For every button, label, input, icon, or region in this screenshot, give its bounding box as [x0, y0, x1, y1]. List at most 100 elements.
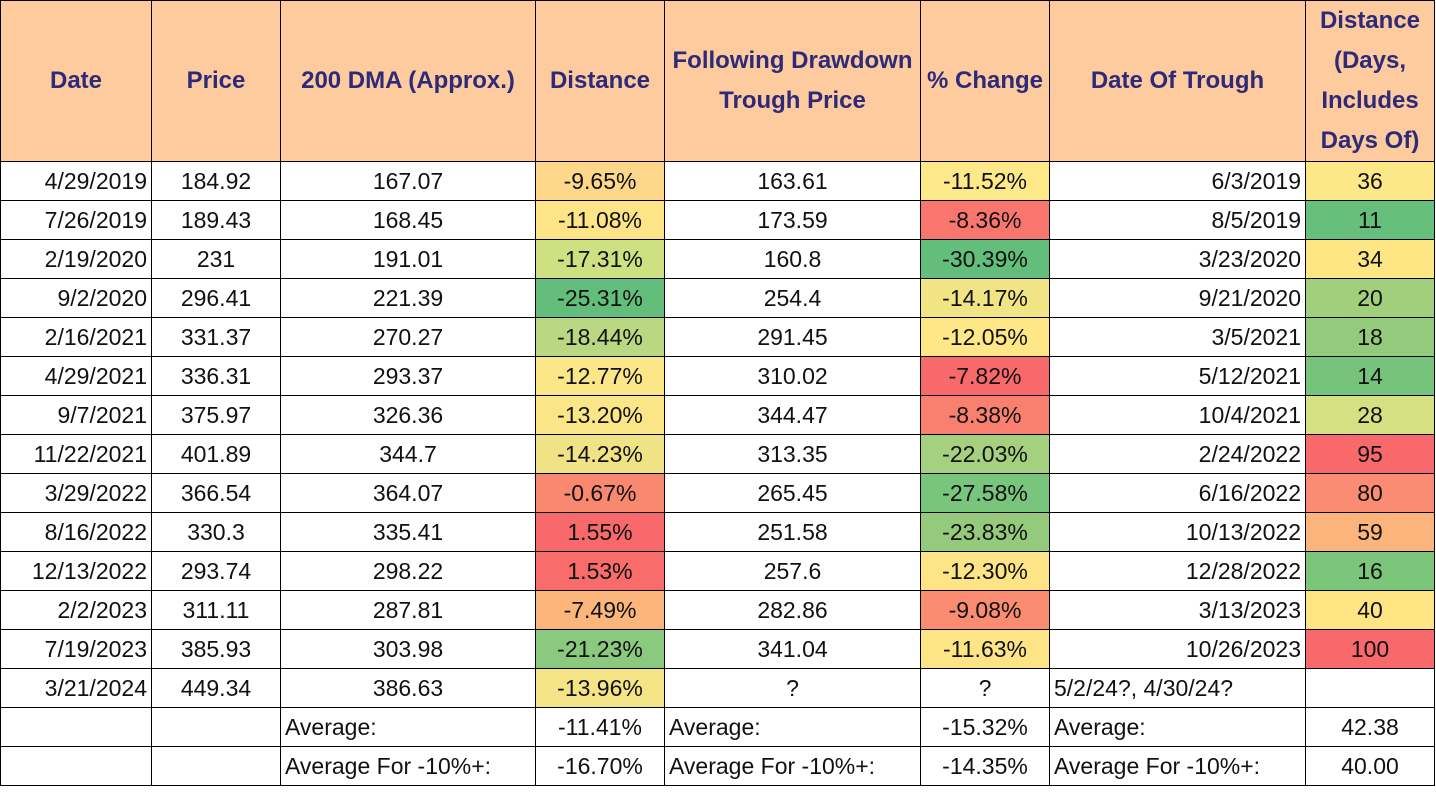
cell-date[interactable]: 2/19/2020: [0, 239, 152, 279]
cell-trough-date[interactable]: 10/13/2022: [1049, 512, 1306, 552]
cell-pct-change[interactable]: -9.08%: [920, 590, 1050, 630]
cell-date[interactable]: 8/16/2022: [0, 512, 152, 552]
cell-trough-date[interactable]: 2/24/2022: [1049, 434, 1306, 474]
cell-days[interactable]: 14: [1305, 356, 1435, 396]
cell-trough-price[interactable]: 257.6: [664, 551, 921, 591]
cell-trough-price[interactable]: 265.45: [664, 473, 921, 513]
cell-distance[interactable]: -14.23%: [535, 434, 665, 474]
cell-price[interactable]: 375.97: [151, 395, 281, 435]
cell-pct-change[interactable]: -12.30%: [920, 551, 1050, 591]
cell-dma[interactable]: 191.01: [280, 239, 536, 279]
cell-distance[interactable]: -18.44%: [535, 317, 665, 357]
cell-price[interactable]: 293.74: [151, 551, 281, 591]
summary-label[interactable]: Average:: [664, 707, 921, 747]
header-trough-price[interactable]: Following Drawdown Trough Price: [664, 0, 921, 162]
cell-price[interactable]: 330.3: [151, 512, 281, 552]
cell-dma[interactable]: 298.22: [280, 551, 536, 591]
cell-days[interactable]: 40: [1305, 590, 1435, 630]
cell-trough-price[interactable]: 254.4: [664, 278, 921, 318]
header-dma[interactable]: 200 DMA (Approx.): [280, 0, 536, 162]
cell-dma[interactable]: 293.37: [280, 356, 536, 396]
cell-trough-date[interactable]: 5/2/24?, 4/30/24?: [1049, 668, 1306, 708]
cell-dma[interactable]: 270.27: [280, 317, 536, 357]
cell-distance[interactable]: -17.31%: [535, 239, 665, 279]
cell-distance[interactable]: -7.49%: [535, 590, 665, 630]
header-pct-change[interactable]: % Change: [920, 0, 1050, 162]
cell-dma[interactable]: 364.07: [280, 473, 536, 513]
cell-price[interactable]: 184.92: [151, 161, 281, 201]
cell-pct-change[interactable]: -30.39%: [920, 239, 1050, 279]
cell-pct-change[interactable]: -8.36%: [920, 200, 1050, 240]
cell-price[interactable]: 401.89: [151, 434, 281, 474]
header-date[interactable]: Date: [0, 0, 152, 162]
cell-trough-price[interactable]: 160.8: [664, 239, 921, 279]
cell-trough-price[interactable]: 173.59: [664, 200, 921, 240]
cell-days[interactable]: [1305, 668, 1435, 708]
cell-trough-date[interactable]: 8/5/2019: [1049, 200, 1306, 240]
cell-date[interactable]: 3/21/2024: [0, 668, 152, 708]
cell-distance[interactable]: -13.20%: [535, 395, 665, 435]
empty-cell[interactable]: [151, 707, 281, 747]
cell-price[interactable]: 385.93: [151, 629, 281, 669]
cell-date[interactable]: 4/29/2019: [0, 161, 152, 201]
cell-trough-price[interactable]: 313.35: [664, 434, 921, 474]
summary-label[interactable]: Average:: [280, 707, 536, 747]
cell-distance[interactable]: -9.65%: [535, 161, 665, 201]
summary-distance[interactable]: -16.70%: [535, 746, 665, 786]
header-price[interactable]: Price: [151, 0, 281, 162]
cell-dma[interactable]: 303.98: [280, 629, 536, 669]
summary-label[interactable]: Average:: [1049, 707, 1306, 747]
cell-trough-price[interactable]: 163.61: [664, 161, 921, 201]
cell-days[interactable]: 95: [1305, 434, 1435, 474]
cell-trough-price[interactable]: 251.58: [664, 512, 921, 552]
cell-trough-date[interactable]: 6/16/2022: [1049, 473, 1306, 513]
cell-price[interactable]: 189.43: [151, 200, 281, 240]
header-trough-date[interactable]: Date Of Trough: [1049, 0, 1306, 162]
summary-label[interactable]: Average For -10%+:: [664, 746, 921, 786]
cell-days[interactable]: 59: [1305, 512, 1435, 552]
cell-pct-change[interactable]: -7.82%: [920, 356, 1050, 396]
header-distance[interactable]: Distance: [535, 0, 665, 162]
cell-price[interactable]: 296.41: [151, 278, 281, 318]
cell-days[interactable]: 28: [1305, 395, 1435, 435]
cell-days[interactable]: 16: [1305, 551, 1435, 591]
summary-label[interactable]: Average For -10%+:: [1049, 746, 1306, 786]
cell-trough-date[interactable]: 10/4/2021: [1049, 395, 1306, 435]
cell-date[interactable]: 11/22/2021: [0, 434, 152, 474]
cell-trough-date[interactable]: 12/28/2022: [1049, 551, 1306, 591]
cell-trough-date[interactable]: 9/21/2020: [1049, 278, 1306, 318]
cell-days[interactable]: 34: [1305, 239, 1435, 279]
cell-trough-date[interactable]: 5/12/2021: [1049, 356, 1306, 396]
cell-distance[interactable]: -25.31%: [535, 278, 665, 318]
summary-days[interactable]: 42.38: [1305, 707, 1435, 747]
cell-pct-change[interactable]: ?: [920, 668, 1050, 708]
cell-date[interactable]: 9/2/2020: [0, 278, 152, 318]
cell-distance[interactable]: -21.23%: [535, 629, 665, 669]
cell-dma[interactable]: 287.81: [280, 590, 536, 630]
cell-trough-price[interactable]: 310.02: [664, 356, 921, 396]
cell-date[interactable]: 2/16/2021: [0, 317, 152, 357]
cell-trough-date[interactable]: 3/23/2020: [1049, 239, 1306, 279]
empty-cell[interactable]: [0, 707, 152, 747]
cell-date[interactable]: 4/29/2021: [0, 356, 152, 396]
cell-date[interactable]: 9/7/2021: [0, 395, 152, 435]
cell-pct-change[interactable]: -23.83%: [920, 512, 1050, 552]
cell-date[interactable]: 7/26/2019: [0, 200, 152, 240]
cell-pct-change[interactable]: -12.05%: [920, 317, 1050, 357]
cell-date[interactable]: 2/2/2023: [0, 590, 152, 630]
empty-cell[interactable]: [0, 746, 152, 786]
cell-trough-price[interactable]: 291.45: [664, 317, 921, 357]
summary-distance[interactable]: -11.41%: [535, 707, 665, 747]
cell-days[interactable]: 36: [1305, 161, 1435, 201]
cell-price[interactable]: 366.54: [151, 473, 281, 513]
cell-price[interactable]: 449.34: [151, 668, 281, 708]
cell-dma[interactable]: 344.7: [280, 434, 536, 474]
cell-distance[interactable]: 1.55%: [535, 512, 665, 552]
cell-trough-price[interactable]: 282.86: [664, 590, 921, 630]
cell-distance[interactable]: -12.77%: [535, 356, 665, 396]
cell-dma[interactable]: 167.07: [280, 161, 536, 201]
summary-pct-change[interactable]: -14.35%: [920, 746, 1050, 786]
cell-distance[interactable]: -13.96%: [535, 668, 665, 708]
cell-trough-date[interactable]: 3/5/2021: [1049, 317, 1306, 357]
cell-pct-change[interactable]: -14.17%: [920, 278, 1050, 318]
